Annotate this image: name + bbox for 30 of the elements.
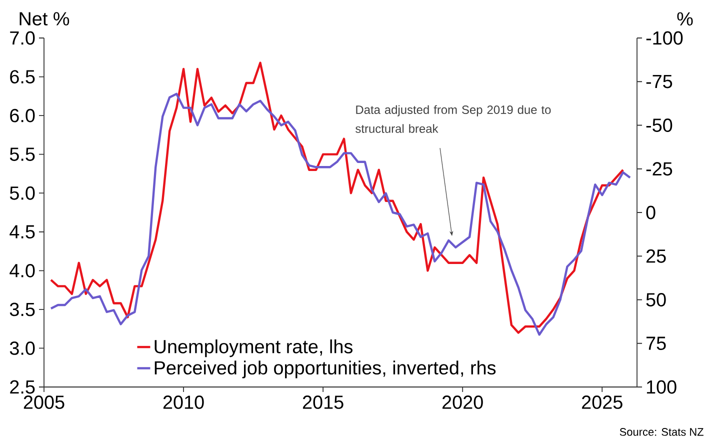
x-tick-label: 2010 (163, 396, 204, 409)
y-tick-label: 4.5 (10, 225, 35, 238)
y-tick-label: 5.0 (10, 186, 35, 200)
legend-label: Unemployment rate, lhs (154, 339, 352, 358)
x-tick-label: 2020 (442, 396, 483, 409)
y2-tick-label: -50 (646, 118, 672, 132)
y2-tick-label: 0 (646, 206, 656, 220)
source-note: Source: Stats NZ (620, 428, 704, 436)
y2-tick-label: -100 (646, 31, 683, 45)
y-tick-label: 3.5 (10, 302, 35, 316)
annotation: Data adjusted from Sep 2019 due to structural break (356, 105, 551, 133)
y-tick-label: 5.5 (10, 148, 35, 161)
y-tick-label: 7.0 (10, 31, 35, 45)
y2-tick-label: 25 (646, 249, 666, 263)
y-axis-title: Net % (20, 12, 70, 26)
y2-tick-label: -25 (646, 162, 672, 176)
y2-axis-title: % (677, 12, 693, 26)
x-tick-label: 2025 (582, 396, 622, 409)
y-tick-label: 2.5 (10, 380, 35, 394)
y-tick-label: 3.0 (10, 342, 35, 355)
x-tick-label: 2015 (302, 396, 344, 409)
y2-tick-label: 50 (646, 293, 666, 306)
y-tick-label: 6.5 (10, 70, 35, 84)
y-tick-label: 4.0 (10, 264, 35, 278)
x-tick-label: 2005 (24, 396, 64, 409)
legend-label: Perceived job opportunities, inverted, rhs (154, 360, 496, 378)
y2-tick-label: 100 (646, 380, 676, 394)
y2-tick-label: 75 (646, 336, 666, 350)
y2-tick-label: -75 (646, 75, 672, 88)
y-tick-label: 6.0 (10, 108, 35, 122)
